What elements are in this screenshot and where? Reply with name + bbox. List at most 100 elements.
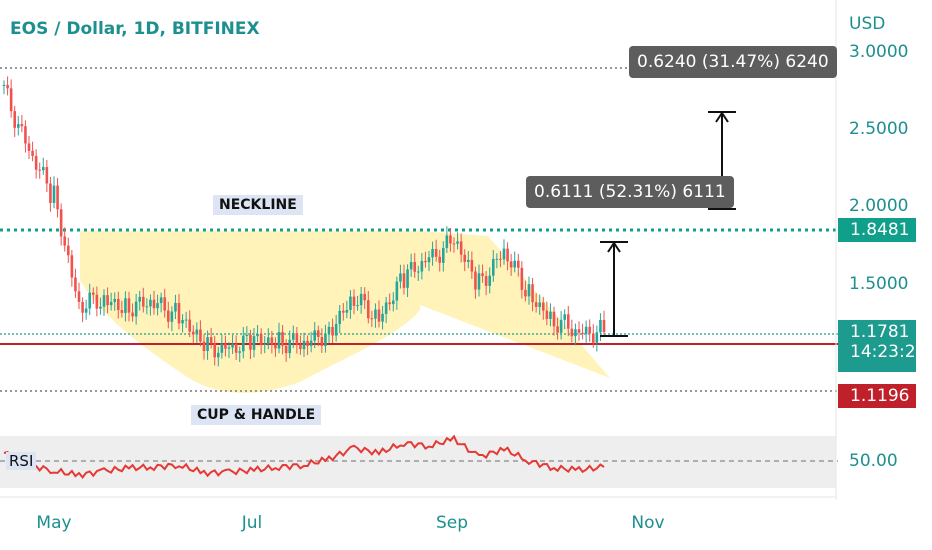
candle-body	[191, 331, 195, 335]
candle-body	[70, 255, 74, 278]
candle-body	[91, 292, 95, 295]
candle-body	[31, 150, 34, 156]
candle-body	[359, 293, 363, 306]
candle-body	[141, 296, 145, 307]
candle-body	[131, 312, 134, 317]
candle-body	[134, 301, 138, 317]
candle-body	[381, 313, 384, 322]
measure-box-upper[interactable]: 0.6240 (31.47%) 6240	[629, 46, 837, 78]
candle-body	[577, 329, 581, 333]
candle-body	[449, 235, 452, 244]
candle-body	[245, 334, 249, 336]
x-tick-may: May	[36, 513, 72, 533]
candle-body	[527, 284, 531, 297]
candle-body	[56, 185, 59, 210]
candle-body	[356, 305, 359, 307]
candle-body	[113, 298, 117, 302]
candle-body	[2, 84, 6, 86]
candle-body	[341, 310, 345, 313]
candle-body	[170, 311, 174, 322]
candle-body	[252, 336, 256, 350]
candle-body	[491, 259, 495, 276]
candle-body	[63, 236, 67, 246]
candle-body	[488, 275, 492, 286]
candle-body	[566, 314, 570, 329]
candle-body	[13, 111, 17, 128]
candle-body	[99, 306, 102, 309]
candle-body	[374, 309, 377, 319]
candle-body	[84, 308, 88, 313]
candle-body	[416, 271, 420, 273]
candle-body	[584, 326, 588, 334]
currency-label: USD	[849, 14, 886, 34]
candle-body	[149, 299, 152, 307]
candle-body	[309, 340, 313, 346]
candle-body	[209, 337, 213, 344]
candle-body	[45, 167, 49, 184]
candle-body	[195, 329, 199, 335]
candle-body	[438, 256, 442, 263]
candle-body	[574, 329, 577, 337]
x-tick-nov: Nov	[631, 513, 665, 533]
candle-body	[463, 254, 467, 262]
candle-body	[138, 296, 142, 302]
candle-body	[531, 284, 534, 303]
candle-body	[234, 343, 238, 353]
candle-body	[445, 235, 449, 248]
candle-body	[224, 343, 227, 349]
candle-body	[88, 292, 92, 309]
candle-body	[166, 310, 170, 322]
candle-body	[477, 273, 481, 290]
candle-body	[466, 259, 470, 262]
candle-body	[524, 289, 527, 297]
countdown-value: 14:23:26	[850, 342, 927, 362]
candle-body	[402, 273, 406, 288]
candle-body	[156, 303, 159, 309]
candle-body	[409, 262, 413, 270]
candle-body	[74, 277, 77, 292]
candle-body	[263, 343, 267, 346]
candle-body	[59, 209, 63, 237]
candle-body	[588, 326, 592, 334]
candle-body	[338, 310, 342, 324]
candle-body	[66, 245, 70, 256]
candle-body	[277, 332, 281, 349]
candle-body	[238, 351, 242, 353]
candle-body	[20, 124, 24, 127]
candle-body	[459, 241, 463, 255]
candle-body	[495, 258, 499, 260]
candle-body	[431, 248, 434, 258]
candle-body	[570, 328, 574, 337]
candle-body	[95, 294, 99, 309]
candle-body	[349, 296, 352, 310]
candle-body	[116, 298, 120, 311]
candle-body	[124, 298, 127, 313]
candle-body	[288, 339, 292, 354]
candle-body	[345, 309, 349, 313]
rsi-tag: RSI	[6, 452, 37, 470]
candle-body	[456, 241, 459, 244]
candle-body	[599, 320, 602, 333]
candle-body	[516, 260, 520, 268]
candle-body	[199, 329, 202, 342]
candle-body	[324, 333, 327, 346]
candle-body	[327, 326, 331, 334]
candles-group	[2, 76, 606, 367]
y-tick-3: 3.0000	[849, 42, 909, 62]
candle-body	[227, 347, 231, 349]
candle-body	[231, 343, 234, 348]
measure-box-lower[interactable]: 0.6111 (52.31%) 6111	[526, 176, 734, 208]
candle-body	[152, 299, 156, 309]
candle-body	[506, 248, 509, 262]
candle-body	[241, 335, 245, 352]
candle-body	[441, 247, 445, 263]
candle-body	[581, 332, 584, 334]
handle-shape	[420, 231, 610, 378]
candle-body	[270, 337, 274, 345]
candle-body	[16, 124, 20, 128]
candle-body	[563, 314, 567, 320]
candle-body	[406, 269, 409, 288]
candle-body	[595, 332, 599, 343]
candle-body	[220, 343, 224, 353]
